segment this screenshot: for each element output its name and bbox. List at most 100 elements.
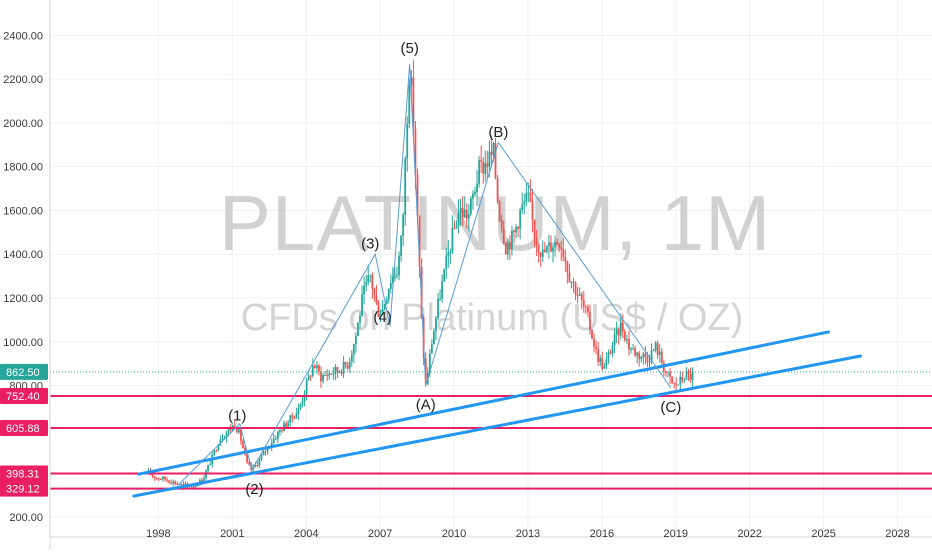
candle-body <box>689 373 692 380</box>
candle-body <box>494 143 497 178</box>
candle-body <box>480 160 483 162</box>
candle-body <box>525 192 528 202</box>
candle-body <box>430 344 433 354</box>
candle-body <box>246 453 248 463</box>
candle-body <box>537 244 540 253</box>
candle-body <box>209 464 212 466</box>
candle-body <box>361 294 363 316</box>
x-tick-label: 2022 <box>737 528 761 540</box>
candle-body <box>679 377 682 385</box>
candle-body <box>162 476 164 480</box>
candle-body <box>685 371 688 380</box>
candles-layer <box>50 60 932 490</box>
candle-body <box>543 249 546 253</box>
candle-body <box>402 214 405 236</box>
candle-body <box>258 459 261 466</box>
wave-label: (5) <box>401 40 419 57</box>
candle-body <box>550 242 552 252</box>
y-tick-label: 2200.00 <box>3 74 43 86</box>
candle-body <box>642 353 645 357</box>
candle-body <box>217 445 220 451</box>
candle-body <box>400 235 402 256</box>
candle-body <box>170 482 173 484</box>
level-price-tag <box>0 420 48 437</box>
trendline <box>137 330 831 476</box>
y-tick-label: 2000.00 <box>3 118 43 130</box>
candle-body <box>235 427 238 433</box>
candle-body <box>248 462 251 465</box>
candle-body <box>597 348 600 363</box>
candle-body <box>531 201 534 220</box>
candle-body <box>650 350 653 362</box>
wave-label: (2) <box>245 481 263 498</box>
candle-body <box>305 380 308 395</box>
candle-body <box>519 209 522 229</box>
trend-layer <box>132 330 863 498</box>
candle-body <box>225 432 228 438</box>
current-price-label: 862.50 <box>6 367 40 379</box>
candle-body <box>529 192 532 202</box>
candle-body <box>691 371 694 380</box>
candle-body <box>299 404 302 409</box>
x-tick-label: 2025 <box>811 528 835 540</box>
candle-body <box>603 366 606 369</box>
candle-body <box>459 207 462 214</box>
candle-body <box>363 285 366 295</box>
candle-body <box>424 358 427 385</box>
y-tick-label: 2400.00 <box>3 30 43 42</box>
candle-body <box>394 276 396 278</box>
candle-body <box>297 408 300 414</box>
y-tick-label: 1200.00 <box>3 293 43 305</box>
candle-body <box>482 161 485 174</box>
candle-body <box>301 400 304 405</box>
candle-body <box>240 429 242 441</box>
candle-body <box>687 371 690 374</box>
candle-body <box>478 160 480 184</box>
candle-body <box>619 322 622 336</box>
candle-body <box>451 227 454 252</box>
candle-body <box>646 357 649 362</box>
candle-body <box>166 479 168 481</box>
candle-body <box>242 440 244 449</box>
current-price-tag <box>0 363 48 380</box>
candle-body <box>515 226 517 233</box>
x-tick-label: 2004 <box>294 528 318 540</box>
candle-body <box>293 417 296 419</box>
candle-body <box>168 480 170 483</box>
x-tick-label: 2010 <box>442 528 466 540</box>
candle-body <box>669 371 671 377</box>
candle-body <box>264 451 267 453</box>
candle-body <box>673 382 676 384</box>
candle-body <box>484 163 487 174</box>
candle-body <box>227 428 230 433</box>
x-tick-label: 1998 <box>146 528 170 540</box>
candle-body <box>330 373 333 375</box>
candle-body <box>589 312 591 330</box>
candle-body <box>281 430 283 432</box>
level-price-label: 398.31 <box>6 468 40 480</box>
candle-body <box>307 375 310 381</box>
x-tick-label: 2016 <box>590 528 614 540</box>
candle-body <box>580 294 583 301</box>
candle-body <box>599 357 602 363</box>
candle-body <box>521 204 524 210</box>
candle-body <box>387 288 390 300</box>
trendline <box>132 354 863 498</box>
candle-body <box>595 346 598 349</box>
candle-body <box>439 298 441 300</box>
candle-body <box>328 373 331 376</box>
candle-body <box>435 317 437 331</box>
candle-body <box>254 464 257 467</box>
candle-body <box>623 331 626 340</box>
candle-body <box>486 163 489 167</box>
candle-body <box>157 478 160 480</box>
candle-body <box>617 328 620 336</box>
wave-label: (1) <box>228 408 246 425</box>
candle-body <box>215 450 218 452</box>
candle-body <box>441 281 444 299</box>
candle-body <box>367 275 370 283</box>
candle-body <box>311 365 314 376</box>
